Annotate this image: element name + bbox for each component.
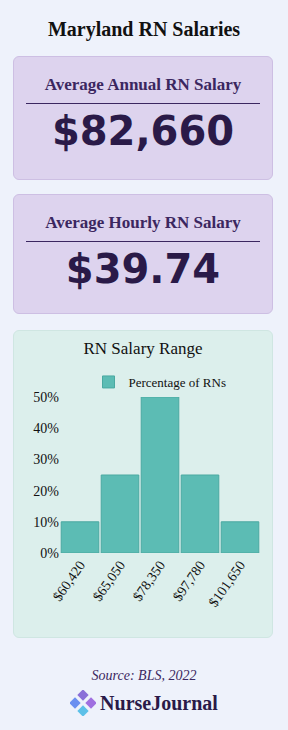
html-text:$82,660: $82,660 [51,108,235,154]
svg-text:$65,050: $65,050 [90,558,128,604]
html-text:$39.74: $39.74 [65,246,221,292]
svg-text:Percentage of RNs: Percentage of RNs [129,375,226,390]
svg-text:$101,650: $101,650 [206,558,248,610]
svg-text:0%: 0% [40,546,59,561]
svg-text:20%: 20% [33,484,59,499]
svg-text:40%: 40% [33,421,59,436]
svg-text:RN Salary Range: RN Salary Range [84,339,203,358]
html-text:Average Annual RN Salary: Average Annual RN Salary [44,75,242,94]
svg-text:50%: 50% [33,390,59,405]
html-text:Source: BLS, 2022: Source: BLS, 2022 [91,668,197,683]
html-text:Average Hourly RN Salary: Average Hourly RN Salary [45,213,241,232]
svg-text:$60,420: $60,420 [50,558,88,604]
svg-text:30%: 30% [33,452,59,467]
html-text:Maryland RN Salaries: Maryland RN Salaries [47,18,241,40]
svg-text:$97,780: $97,780 [170,558,208,604]
svg-text:10%: 10% [33,515,59,530]
svg-text:$78,350: $78,350 [130,558,168,604]
html-text:NurseJournal: NurseJournal [100,691,218,714]
